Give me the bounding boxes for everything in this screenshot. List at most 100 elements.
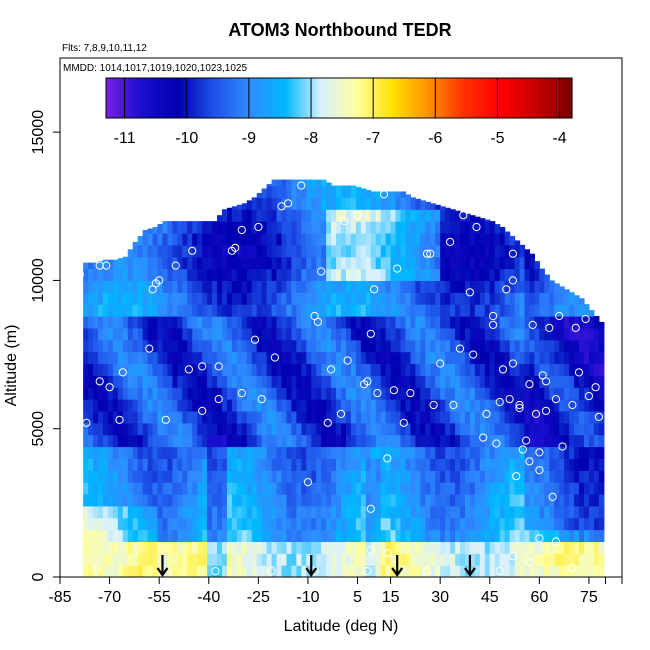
- heatmap-cell: [286, 553, 293, 566]
- heatmap-cell: [455, 410, 461, 424]
- heatmap-cell: [514, 244, 521, 258]
- heatmap-cell: [217, 422, 223, 436]
- heatmap-cell: [455, 327, 461, 341]
- heatmap-cell: [236, 553, 243, 566]
- heatmap-cell: [405, 434, 412, 448]
- heatmap-cell: [469, 363, 476, 376]
- heatmap-cell: [574, 470, 580, 483]
- colorbar-segment: [330, 78, 334, 118]
- colorbar-segment: [339, 78, 342, 118]
- heatmap-cell: [212, 541, 218, 554]
- heatmap-cell: [360, 268, 367, 282]
- heatmap-cell: [365, 209, 372, 222]
- heatmap-cell: [212, 482, 218, 495]
- heatmap-cell: [266, 292, 273, 305]
- colorbar-tick-label: -9: [242, 130, 256, 147]
- heatmap-cell: [593, 410, 600, 424]
- heatmap-cell: [519, 280, 526, 293]
- heatmap-cell: [529, 541, 535, 554]
- heatmap-cell: [445, 351, 451, 365]
- heatmap-cell: [147, 316, 154, 329]
- heatmap-cell: [326, 232, 332, 246]
- heatmap-cell: [350, 351, 357, 365]
- heatmap-cell: [261, 221, 268, 234]
- heatmap-cell: [410, 565, 416, 578]
- heatmap-cell: [341, 410, 347, 424]
- heatmap-cell: [370, 493, 377, 507]
- heatmap-cell: [410, 244, 416, 258]
- heatmap-cell: [489, 399, 496, 412]
- colorbar-segment: [114, 78, 118, 118]
- heatmap-cell: [306, 292, 312, 305]
- heatmap-cell: [266, 422, 273, 436]
- heatmap-cell: [336, 185, 342, 198]
- heatmap-cell: [102, 529, 109, 543]
- heatmap-cell: [464, 422, 471, 436]
- heatmap-cell: [132, 244, 139, 258]
- heatmap-cell: [435, 256, 441, 270]
- heatmap-cell: [177, 410, 183, 424]
- heatmap-cell: [281, 541, 288, 554]
- colorbar-segment: [343, 78, 346, 118]
- heatmap-cell: [529, 339, 535, 353]
- heatmap-cell: [187, 221, 193, 234]
- heatmap-cell: [276, 541, 283, 554]
- heatmap-cell: [93, 446, 99, 459]
- heatmap-cell: [350, 553, 357, 566]
- heatmap-cell: [241, 244, 248, 258]
- heatmap-cell: [291, 553, 297, 566]
- heatmap-cell: [435, 541, 441, 554]
- heatmap-cell: [519, 327, 526, 341]
- heatmap-cell: [326, 434, 332, 448]
- heatmap-cell: [554, 410, 560, 424]
- heatmap-cell: [311, 232, 317, 246]
- heatmap-cell: [336, 292, 342, 305]
- heatmap-cell: [370, 375, 377, 388]
- heatmap-cell: [276, 399, 283, 412]
- heatmap-cell: [435, 529, 441, 543]
- heatmap-cell: [385, 541, 392, 554]
- heatmap-cell: [341, 351, 347, 365]
- heatmap-cell: [98, 505, 104, 519]
- heatmap-cell: [430, 482, 436, 495]
- heatmap-cell: [544, 316, 550, 329]
- heatmap-cell: [261, 232, 268, 246]
- heatmap-cell: [152, 387, 159, 400]
- heatmap-cell: [326, 387, 332, 400]
- heatmap-cell: [539, 482, 545, 495]
- observation-point: [366, 546, 375, 555]
- heatmap-cell: [375, 387, 382, 400]
- heatmap-cell: [162, 280, 169, 293]
- heatmap-cell: [177, 541, 183, 554]
- heatmap-cell: [98, 470, 104, 483]
- heatmap-cell: [182, 493, 188, 507]
- heatmap-cell: [355, 304, 362, 317]
- heatmap-cell: [484, 232, 491, 246]
- heatmap-cell: [197, 458, 203, 471]
- heatmap-cell: [583, 505, 590, 519]
- heatmap-cell: [311, 410, 317, 424]
- colorbar-segment: [516, 78, 520, 118]
- colorbar-segment: [169, 78, 173, 118]
- heatmap-cell: [355, 280, 362, 293]
- colorbar-segment: [425, 78, 429, 118]
- heatmap-cell: [301, 351, 307, 365]
- heatmap-cell: [529, 458, 535, 471]
- heatmap-cell: [504, 434, 511, 448]
- heatmap-cell: [276, 387, 283, 400]
- heatmap-cell: [469, 553, 476, 566]
- heatmap-cell: [256, 304, 263, 317]
- observation-point: [581, 314, 590, 324]
- heatmap-cell: [182, 327, 188, 341]
- heatmap-cell: [301, 363, 307, 376]
- heatmap-cell: [574, 458, 580, 471]
- heatmap-cell: [167, 399, 173, 412]
- heatmap-cell: [450, 541, 456, 554]
- heatmap-cell: [345, 327, 352, 341]
- heatmap-cell: [187, 280, 193, 293]
- heatmap-cell: [494, 327, 501, 341]
- heatmap-cell: [499, 541, 506, 554]
- heatmap-cell: [251, 304, 258, 317]
- heatmap-cell: [559, 286, 565, 293]
- heatmap-cell: [207, 351, 213, 365]
